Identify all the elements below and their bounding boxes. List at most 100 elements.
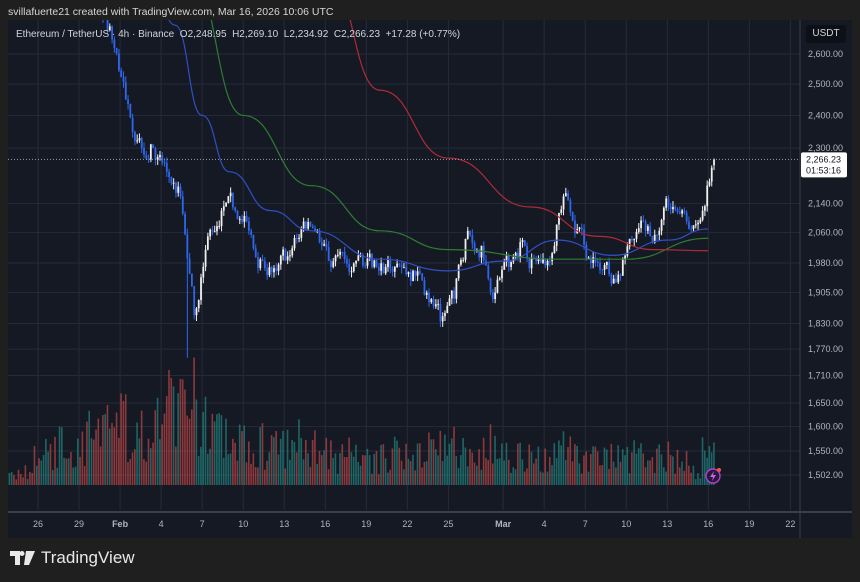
volume-bar: [40, 460, 43, 485]
candle-body: [291, 248, 294, 256]
volume-bar: [184, 389, 186, 485]
volume-bar: [95, 429, 97, 485]
lightning-alert-icon[interactable]: [705, 468, 721, 484]
volume-bar: [462, 438, 464, 485]
volume-bar: [478, 449, 480, 485]
moving-average-line: [168, 20, 709, 272]
volume-bar: [548, 456, 551, 485]
candle-body: [446, 305, 449, 314]
candle-body: [257, 257, 259, 269]
volume-bar: [300, 438, 303, 485]
candle-body: [120, 70, 123, 77]
volume-bar: [678, 467, 681, 485]
volume-bar: [131, 452, 134, 485]
volume-bar: [571, 461, 574, 485]
volume-bar: [441, 460, 444, 485]
y-tick-label: 2,140.00: [808, 198, 843, 208]
candle-body: [241, 218, 243, 222]
volume-bar: [533, 463, 535, 485]
volume-bar: [558, 440, 560, 485]
volume-bar: [170, 378, 173, 485]
volume-bar: [631, 452, 633, 485]
candle-body: [637, 228, 640, 232]
candle-body: [574, 220, 576, 234]
volume-bar: [476, 465, 478, 485]
volume-bar: [482, 437, 485, 485]
candle-body: [305, 221, 307, 229]
volume-bar: [218, 413, 220, 485]
candle-body: [599, 262, 601, 270]
candle-body: [254, 248, 257, 258]
tradingview-logo[interactable]: TradingView: [10, 548, 135, 568]
candle-body: [270, 267, 273, 273]
candle-body: [596, 262, 599, 264]
candle-body: [471, 235, 474, 244]
volume-bar: [708, 446, 711, 485]
volume-bar: [81, 431, 84, 485]
volume-bar: [334, 453, 337, 485]
volume-bar: [421, 467, 423, 485]
candle-body: [197, 300, 200, 309]
symbol-name[interactable]: Ethereum / TetherUS · 4h · Binance: [16, 29, 175, 40]
volume-bar: [206, 453, 209, 485]
volume-bar: [375, 451, 378, 485]
volume-bar: [193, 357, 195, 485]
volume-bar: [512, 467, 515, 485]
volume-bar: [371, 473, 373, 485]
volume-bar: [51, 470, 54, 485]
volume-bar: [204, 396, 207, 485]
candle-body: [533, 258, 535, 260]
volume-bar: [261, 423, 264, 485]
candle-body: [396, 263, 398, 267]
candle-body: [259, 259, 262, 269]
y-tick-label: 1,650.00: [808, 398, 843, 408]
volume-bar: [400, 460, 403, 485]
candle-body: [585, 244, 588, 259]
volume-bar: [72, 467, 75, 485]
candle-body: [309, 221, 312, 227]
volume-bar: [111, 423, 113, 485]
x-tick-label: 22: [402, 519, 412, 529]
volume-bar: [416, 443, 419, 485]
candle-body: [669, 206, 672, 210]
candle-body: [250, 230, 253, 235]
candle-body: [209, 229, 212, 237]
candle-body: [293, 237, 296, 249]
candle-body: [407, 272, 410, 275]
candle-body: [713, 159, 715, 166]
currency-button[interactable]: USDT: [806, 25, 846, 43]
candle-body: [704, 206, 706, 211]
volume-bar: [489, 424, 492, 485]
volume-bar: [127, 462, 129, 485]
candle-body: [567, 193, 569, 201]
candle-body: [503, 262, 506, 270]
volume-bar: [179, 378, 182, 485]
volume-bar: [419, 443, 421, 485]
volume-bar: [653, 472, 656, 485]
volume-bar: [195, 399, 198, 485]
y-tick-label: 1,980.00: [808, 258, 843, 268]
candle-body: [710, 167, 713, 182]
candle-body: [610, 274, 613, 284]
y-tick-label: 2,600.00: [808, 49, 843, 59]
candle-body: [437, 303, 440, 305]
volume-bar: [248, 441, 250, 485]
volume-bar: [47, 451, 49, 485]
candle-body: [706, 185, 709, 207]
candle-body: [647, 226, 649, 231]
candle-body: [234, 207, 237, 211]
volume-bar: [676, 449, 679, 485]
volume-bar: [660, 454, 663, 485]
candle-body: [108, 26, 111, 31]
volume-bar: [118, 437, 120, 485]
volume-bar: [330, 440, 332, 485]
volume-bar: [590, 454, 592, 485]
volume-bar: [699, 478, 702, 485]
volume-bar: [115, 412, 118, 485]
candle-body: [608, 262, 611, 275]
candle-body: [621, 258, 624, 276]
volume-bar: [222, 457, 225, 485]
candle-body: [425, 292, 428, 295]
volume-bar: [603, 447, 606, 485]
